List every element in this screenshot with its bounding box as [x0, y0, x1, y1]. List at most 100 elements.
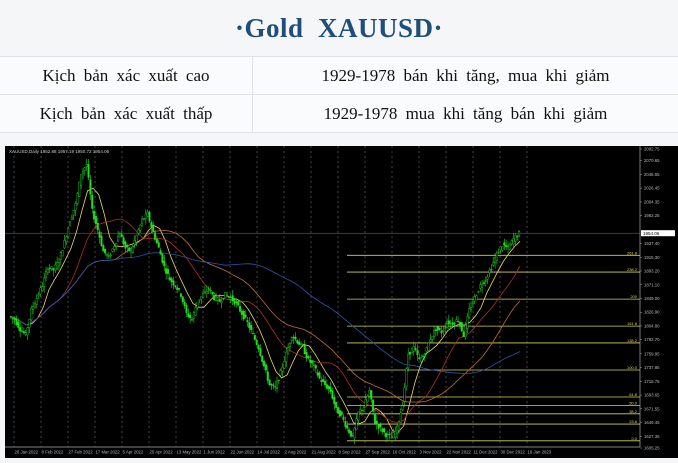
- candle-body: [346, 425, 349, 429]
- candle-body: [61, 250, 64, 257]
- candle-body: [508, 244, 511, 250]
- scenario-value: 1929-1978 bán khi tăng, mua khi giảm: [321, 65, 610, 85]
- candle-body: [250, 325, 253, 330]
- candle-body: [155, 238, 158, 244]
- candle-body: [477, 291, 480, 293]
- candle-body: [209, 289, 212, 291]
- candle-body: [342, 416, 345, 420]
- fibonacci-label: 100.0: [627, 365, 638, 370]
- candle-body: [174, 285, 177, 287]
- candle-body: [163, 260, 166, 267]
- candle-body: [78, 181, 81, 197]
- y-tick-label: 1893.20: [644, 269, 660, 274]
- fibonacci-label: 261.8: [627, 250, 638, 255]
- candle-body: [67, 227, 70, 238]
- table-row: Kịch bản xác xuất cao 1929-1978 bán khi …: [0, 56, 678, 94]
- candle-body: [70, 216, 73, 220]
- candle-body: [89, 179, 92, 195]
- x-tick-label: 25 Apr 2022: [150, 450, 174, 455]
- candle-body: [21, 330, 24, 332]
- candle-body: [168, 277, 171, 281]
- candle-body: [166, 269, 169, 275]
- candle-body: [19, 327, 22, 332]
- y-tick-label: 1715.75: [644, 379, 660, 384]
- y-tick-label: 1915.30: [644, 255, 660, 260]
- x-tick-label: 27 Sep 2022: [366, 450, 391, 455]
- candle-body: [176, 287, 179, 290]
- candle-body: [165, 268, 168, 274]
- candle-body: [244, 314, 247, 318]
- candle-body: [401, 405, 404, 411]
- candle-body: [470, 307, 473, 310]
- candle-body: [172, 280, 175, 286]
- candle-body: [501, 246, 504, 251]
- y-tick-label: 1937.40: [644, 241, 660, 246]
- candle-body: [505, 245, 508, 247]
- y-tick-label: 1605.25: [644, 446, 660, 451]
- current-price-label: 1954.06: [643, 231, 660, 236]
- candle-body: [279, 369, 282, 376]
- x-tick-label: 22 Jun 2022: [231, 450, 255, 455]
- candle-body: [455, 319, 458, 322]
- candle-body: [390, 437, 393, 439]
- candle-body: [253, 335, 256, 340]
- candle-body: [52, 268, 55, 271]
- candle-body: [229, 297, 232, 300]
- candle-body: [133, 240, 136, 245]
- candle-body: [405, 368, 408, 387]
- candle-body: [48, 268, 51, 270]
- table-row: Kịch bản xác xuất thấp 1929-1978 mua khi…: [0, 94, 678, 133]
- candle-body: [157, 242, 160, 248]
- fibonacci-label: 23.6: [629, 419, 638, 424]
- candle-body: [198, 299, 201, 301]
- candle-body: [385, 433, 388, 438]
- candle-body: [481, 284, 484, 288]
- candle-body: [242, 310, 245, 320]
- candle-body: [438, 327, 441, 330]
- candle-body: [420, 357, 423, 362]
- candle-body: [392, 432, 395, 439]
- candle-body: [122, 237, 125, 245]
- candle-body: [512, 238, 515, 245]
- candle-body: [458, 321, 461, 326]
- candle-body: [348, 429, 351, 433]
- candle-body: [65, 236, 68, 243]
- candle-body: [471, 302, 474, 305]
- candle-body: [118, 233, 121, 238]
- candle-body: [120, 234, 123, 237]
- candle-body: [200, 296, 203, 300]
- moving-average-line: [9, 252, 521, 375]
- candle-body: [324, 380, 327, 386]
- candle-body: [453, 322, 456, 325]
- candle-body: [318, 372, 321, 379]
- candle-body: [285, 351, 288, 363]
- candle-body: [433, 330, 436, 337]
- candle-body: [516, 236, 519, 238]
- candle-body: [93, 210, 96, 220]
- candle-body: [442, 330, 445, 332]
- moving-average-line: [9, 187, 521, 433]
- candle-body: [237, 301, 240, 306]
- candle-body: [259, 348, 262, 356]
- candle-body: [24, 332, 27, 335]
- candle-body: [191, 319, 194, 321]
- candle-body: [377, 424, 380, 429]
- candle-body: [41, 286, 44, 291]
- candle-body: [287, 347, 290, 355]
- candle-body: [468, 308, 471, 318]
- candle-body: [499, 246, 502, 250]
- candle-body: [181, 296, 184, 303]
- candle-body: [268, 379, 271, 386]
- candle-body: [87, 164, 90, 178]
- y-tick-label: 1737.85: [644, 365, 660, 370]
- candle-body: [349, 430, 352, 437]
- candle-body: [218, 299, 221, 302]
- candle-body: [303, 345, 306, 355]
- moving-average-line: [9, 229, 521, 403]
- candle-body: [255, 339, 258, 345]
- candle-body: [446, 323, 449, 328]
- y-tick-label: 1849.00: [644, 296, 660, 301]
- fibonacci-label: 161.8: [627, 321, 638, 326]
- candle-body: [43, 277, 46, 287]
- candle-body: [311, 360, 314, 364]
